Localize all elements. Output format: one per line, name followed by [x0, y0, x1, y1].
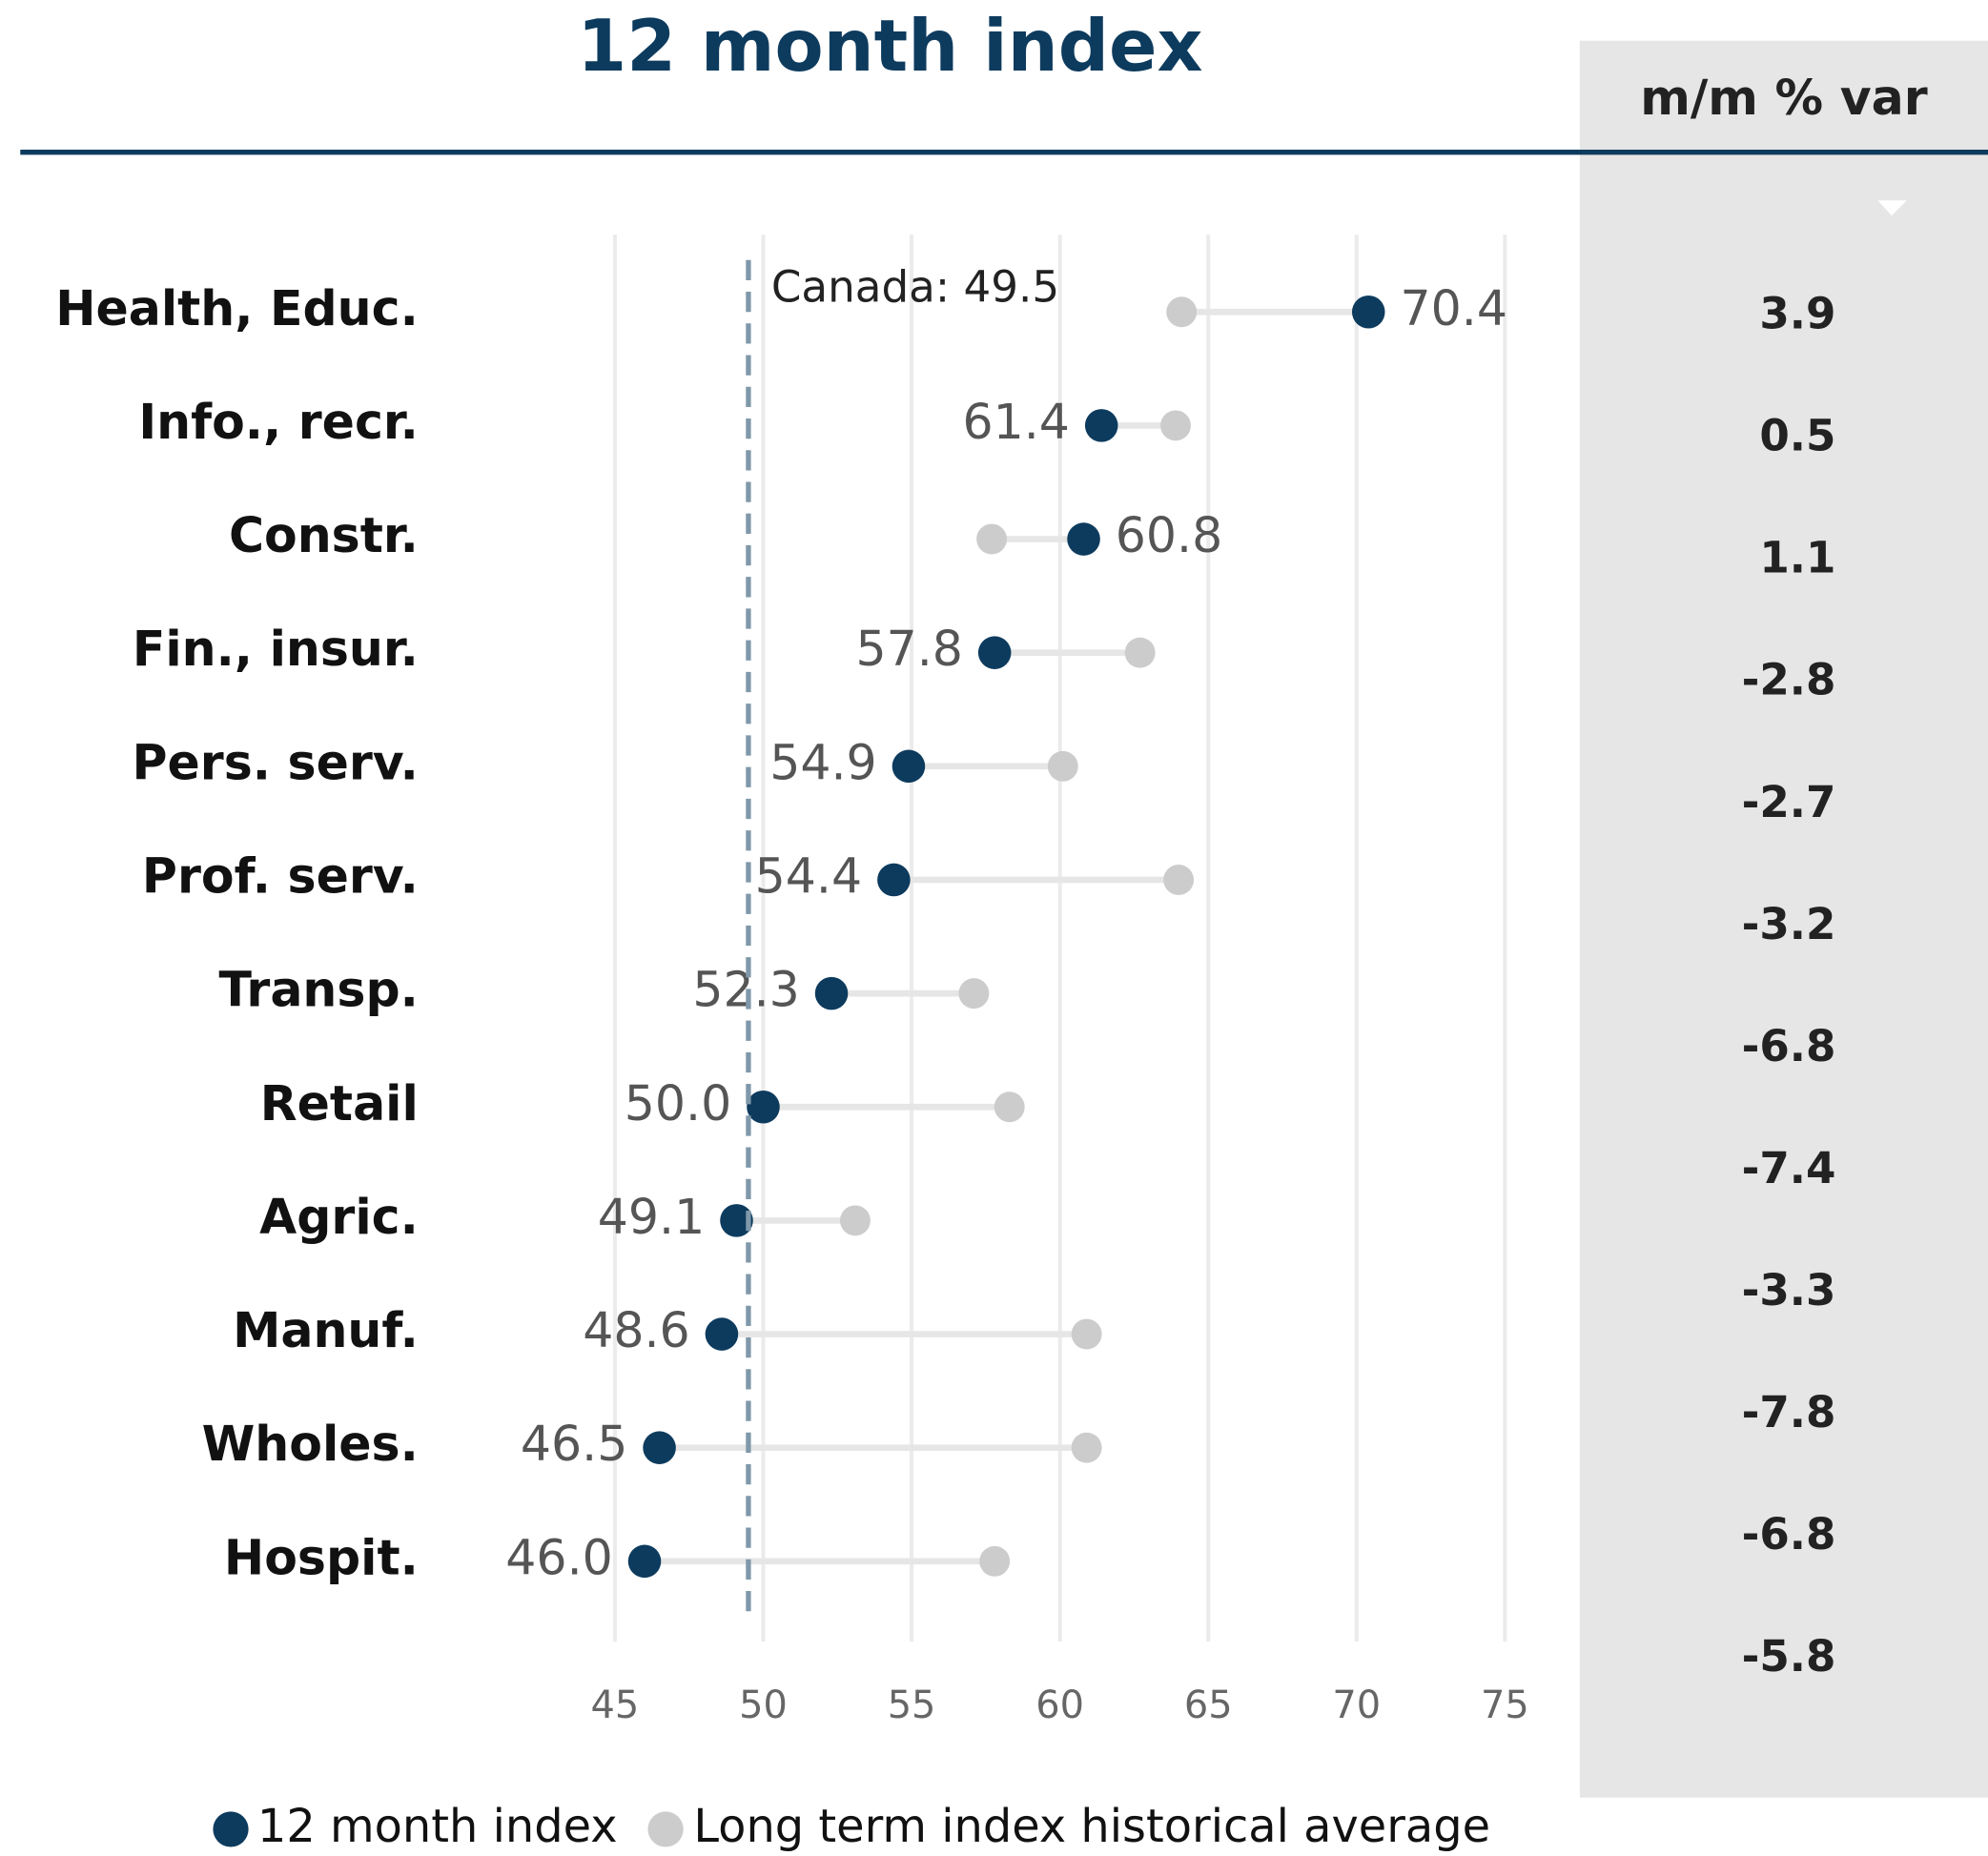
- legend-swatch: [647, 1811, 684, 1847]
- value-label: 61.4: [962, 394, 1069, 450]
- side-value: 1.1: [1759, 533, 1835, 583]
- category-label: Wholes.: [202, 1416, 419, 1472]
- category-label: Hospit.: [224, 1529, 419, 1585]
- x-tick-label: 65: [1184, 1683, 1233, 1727]
- index-dot: [720, 1204, 753, 1237]
- average-dot: [976, 523, 1008, 555]
- x-tick-label: 50: [739, 1683, 788, 1727]
- value-label: 49.1: [598, 1189, 705, 1245]
- legend-label: Long term index historical average: [693, 1801, 1490, 1853]
- value-label: 60.8: [1116, 507, 1222, 563]
- average-dot: [1160, 410, 1191, 441]
- value-label: 46.5: [521, 1416, 627, 1472]
- reference-label: Canada: 49.5: [771, 262, 1059, 313]
- side-value: -5.8: [1742, 1631, 1836, 1682]
- average-dot: [1124, 637, 1156, 668]
- x-tick-label: 55: [888, 1683, 936, 1727]
- value-label: 54.4: [755, 847, 862, 904]
- x-tick-label: 75: [1481, 1683, 1529, 1727]
- side-title: m/m % var: [1640, 70, 1928, 126]
- average-dot: [1071, 1432, 1102, 1463]
- side-value: 3.9: [1759, 289, 1835, 339]
- x-tick-label: 60: [1035, 1683, 1084, 1727]
- side-value: -3.3: [1742, 1265, 1836, 1316]
- value-label: 46.0: [505, 1529, 612, 1585]
- side-panel: [1579, 40, 1988, 1798]
- value-label: 70.4: [1400, 280, 1506, 337]
- category-label: Agric.: [259, 1189, 419, 1245]
- x-tick-label: 45: [591, 1683, 640, 1727]
- side-value: -2.7: [1742, 777, 1836, 827]
- index-dot: [643, 1431, 676, 1464]
- side-value: -2.8: [1742, 655, 1836, 705]
- legend-swatch: [213, 1811, 249, 1847]
- average-dot: [839, 1205, 871, 1236]
- average-dot: [1071, 1318, 1102, 1350]
- value-label: 48.6: [583, 1302, 689, 1358]
- index-dot: [977, 636, 1012, 669]
- category-label: Manuf.: [233, 1302, 419, 1358]
- average-dot: [1166, 296, 1198, 328]
- index-dot: [1067, 522, 1100, 556]
- index-dot: [814, 976, 849, 1010]
- average-dot: [1047, 750, 1078, 782]
- category-label: Info., recr.: [138, 394, 418, 450]
- sort-icon: [1877, 200, 1907, 216]
- side-value: -3.2: [1742, 899, 1836, 949]
- x-tick-label: 70: [1332, 1683, 1381, 1727]
- category-label: Transp.: [219, 962, 419, 1018]
- value-label: 57.8: [855, 621, 962, 677]
- legend-label: 12 month index: [257, 1801, 618, 1853]
- index-dot: [892, 749, 926, 784]
- chart-title: 12 month index: [577, 5, 1202, 88]
- category-label: Fin., insur.: [133, 621, 419, 677]
- value-label: 50.0: [625, 1075, 731, 1132]
- average-dot: [994, 1091, 1025, 1123]
- side-value: -6.8: [1742, 1021, 1836, 1071]
- value-label: 54.9: [769, 734, 876, 790]
- index-dot: [705, 1317, 739, 1351]
- index-dot: [1084, 409, 1118, 442]
- index-dot: [747, 1090, 780, 1124]
- side-value: -6.8: [1742, 1509, 1836, 1560]
- index-dot: [877, 863, 911, 897]
- average-dot: [958, 978, 990, 1010]
- side-value: 0.5: [1759, 411, 1835, 461]
- side-value: -7.8: [1742, 1387, 1836, 1438]
- index-dot: [1351, 295, 1385, 329]
- category-label: Health, Educ.: [55, 280, 419, 337]
- index-dot: [627, 1544, 662, 1579]
- category-label: Retail: [260, 1075, 419, 1132]
- average-dot: [979, 1545, 1011, 1577]
- average-dot: [1163, 865, 1195, 895]
- side-value: -7.4: [1742, 1143, 1836, 1193]
- category-label: Pers. serv.: [133, 734, 419, 790]
- category-label: Prof. serv.: [142, 847, 419, 904]
- category-label: Constr.: [229, 507, 419, 563]
